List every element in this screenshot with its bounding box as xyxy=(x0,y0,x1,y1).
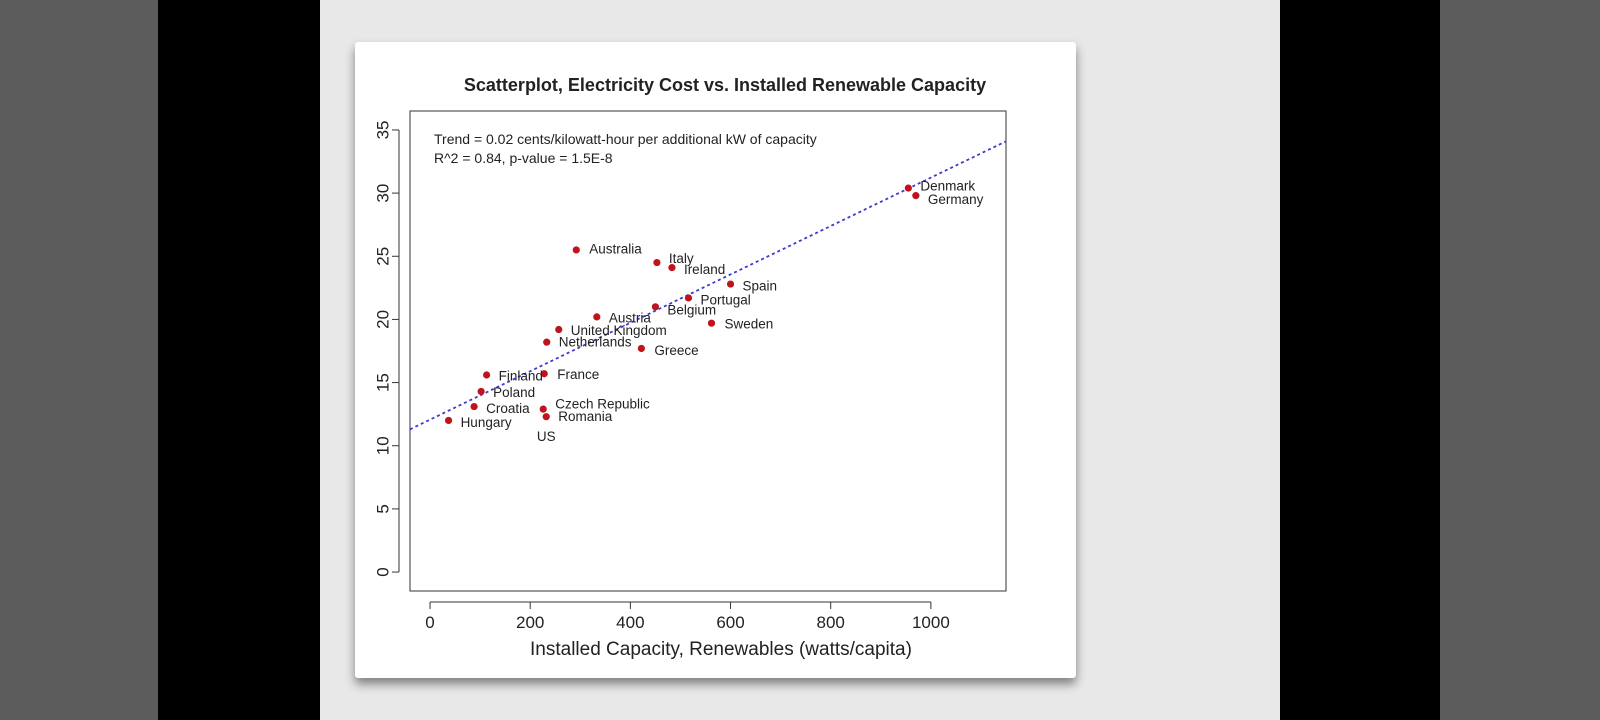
data-point xyxy=(483,371,491,379)
data-point xyxy=(470,402,478,411)
point-label: Spain xyxy=(743,279,778,294)
x-tick-label: 800 xyxy=(817,613,845,632)
data-point xyxy=(904,184,912,192)
y-tick-label: 20 xyxy=(374,310,393,329)
chart-title: Scatterplot, Electricity Cost vs. Instal… xyxy=(464,75,986,95)
point-label: Sweden xyxy=(725,317,774,332)
y-tick-label: 0 xyxy=(374,567,393,576)
point-label: Belgium xyxy=(667,302,716,317)
point-label: Romania xyxy=(558,409,613,424)
point-label: Greece xyxy=(654,343,698,358)
data-point xyxy=(707,319,716,327)
point-label: Denmark xyxy=(920,179,975,194)
trend-annotation: Trend = 0.02 cents/kilowatt-hour per add… xyxy=(434,131,817,147)
x-tick-label: 400 xyxy=(616,613,644,632)
data-point xyxy=(653,258,661,267)
y-tick-label: 10 xyxy=(374,436,393,455)
trend-layer xyxy=(409,140,1007,431)
point-label: Netherlands xyxy=(559,335,632,350)
data-point xyxy=(542,413,550,421)
point-label: Portugal xyxy=(700,292,750,307)
data-point xyxy=(555,325,563,334)
point-label: Croatia xyxy=(486,401,530,416)
data-point xyxy=(444,416,453,425)
point-label: France xyxy=(557,367,599,382)
data-point xyxy=(912,192,920,200)
data-point xyxy=(540,370,548,378)
right-letterbox xyxy=(1280,0,1440,720)
data-point xyxy=(593,313,601,321)
point-label: Hungary xyxy=(461,415,512,430)
data-point xyxy=(477,387,485,396)
data-point xyxy=(651,303,660,311)
data-point xyxy=(637,344,645,353)
y-tick-label: 35 xyxy=(374,120,393,139)
data-point xyxy=(726,280,735,288)
data-point xyxy=(539,405,547,413)
y-tick-label: 30 xyxy=(374,184,393,203)
points-layer xyxy=(444,184,920,425)
point-label: Australia xyxy=(589,241,642,256)
data-point xyxy=(543,338,551,346)
x-axis-label: Installed Capacity, Renewables (watts/ca… xyxy=(530,639,912,660)
point-label: Ireland xyxy=(684,262,725,277)
point-label: Austria xyxy=(609,310,652,325)
point-label: Finland xyxy=(499,369,543,384)
point-label: Czech Republic xyxy=(555,397,650,412)
point-label: US xyxy=(537,429,556,444)
y-tick-label: 5 xyxy=(374,504,393,513)
r-squared-annotation: R^2 = 0.84, p-value = 1.5E-8 xyxy=(434,150,613,166)
chart-card: Scatterplot, Electricity Cost vs. Instal… xyxy=(355,42,1076,678)
point-label: Poland xyxy=(493,385,535,400)
data-point xyxy=(668,264,676,272)
y-tick-label: 25 xyxy=(374,247,393,266)
point-label: Germany xyxy=(928,192,984,207)
point-label: Italy xyxy=(669,251,694,266)
scatter-chart: Scatterplot, Electricity Cost vs. Instal… xyxy=(374,75,1007,660)
x-tick-label: 0 xyxy=(425,613,434,632)
data-point xyxy=(684,294,693,302)
x-tick-label: 600 xyxy=(716,613,744,632)
x-tick-label: 1000 xyxy=(912,613,950,632)
y-tick-label: 15 xyxy=(374,373,393,392)
x-axis: 0 200 400 600 800 1000 xyxy=(425,601,950,632)
point-label: United Kingdom xyxy=(571,323,667,338)
left-letterbox xyxy=(158,0,320,720)
x-tick-label: 200 xyxy=(516,613,544,632)
trend-line xyxy=(409,140,1007,431)
y-axis: 0 5 10 15 20 25 30 35 xyxy=(374,120,400,577)
plot-frame xyxy=(409,110,1007,592)
data-point xyxy=(572,246,580,254)
